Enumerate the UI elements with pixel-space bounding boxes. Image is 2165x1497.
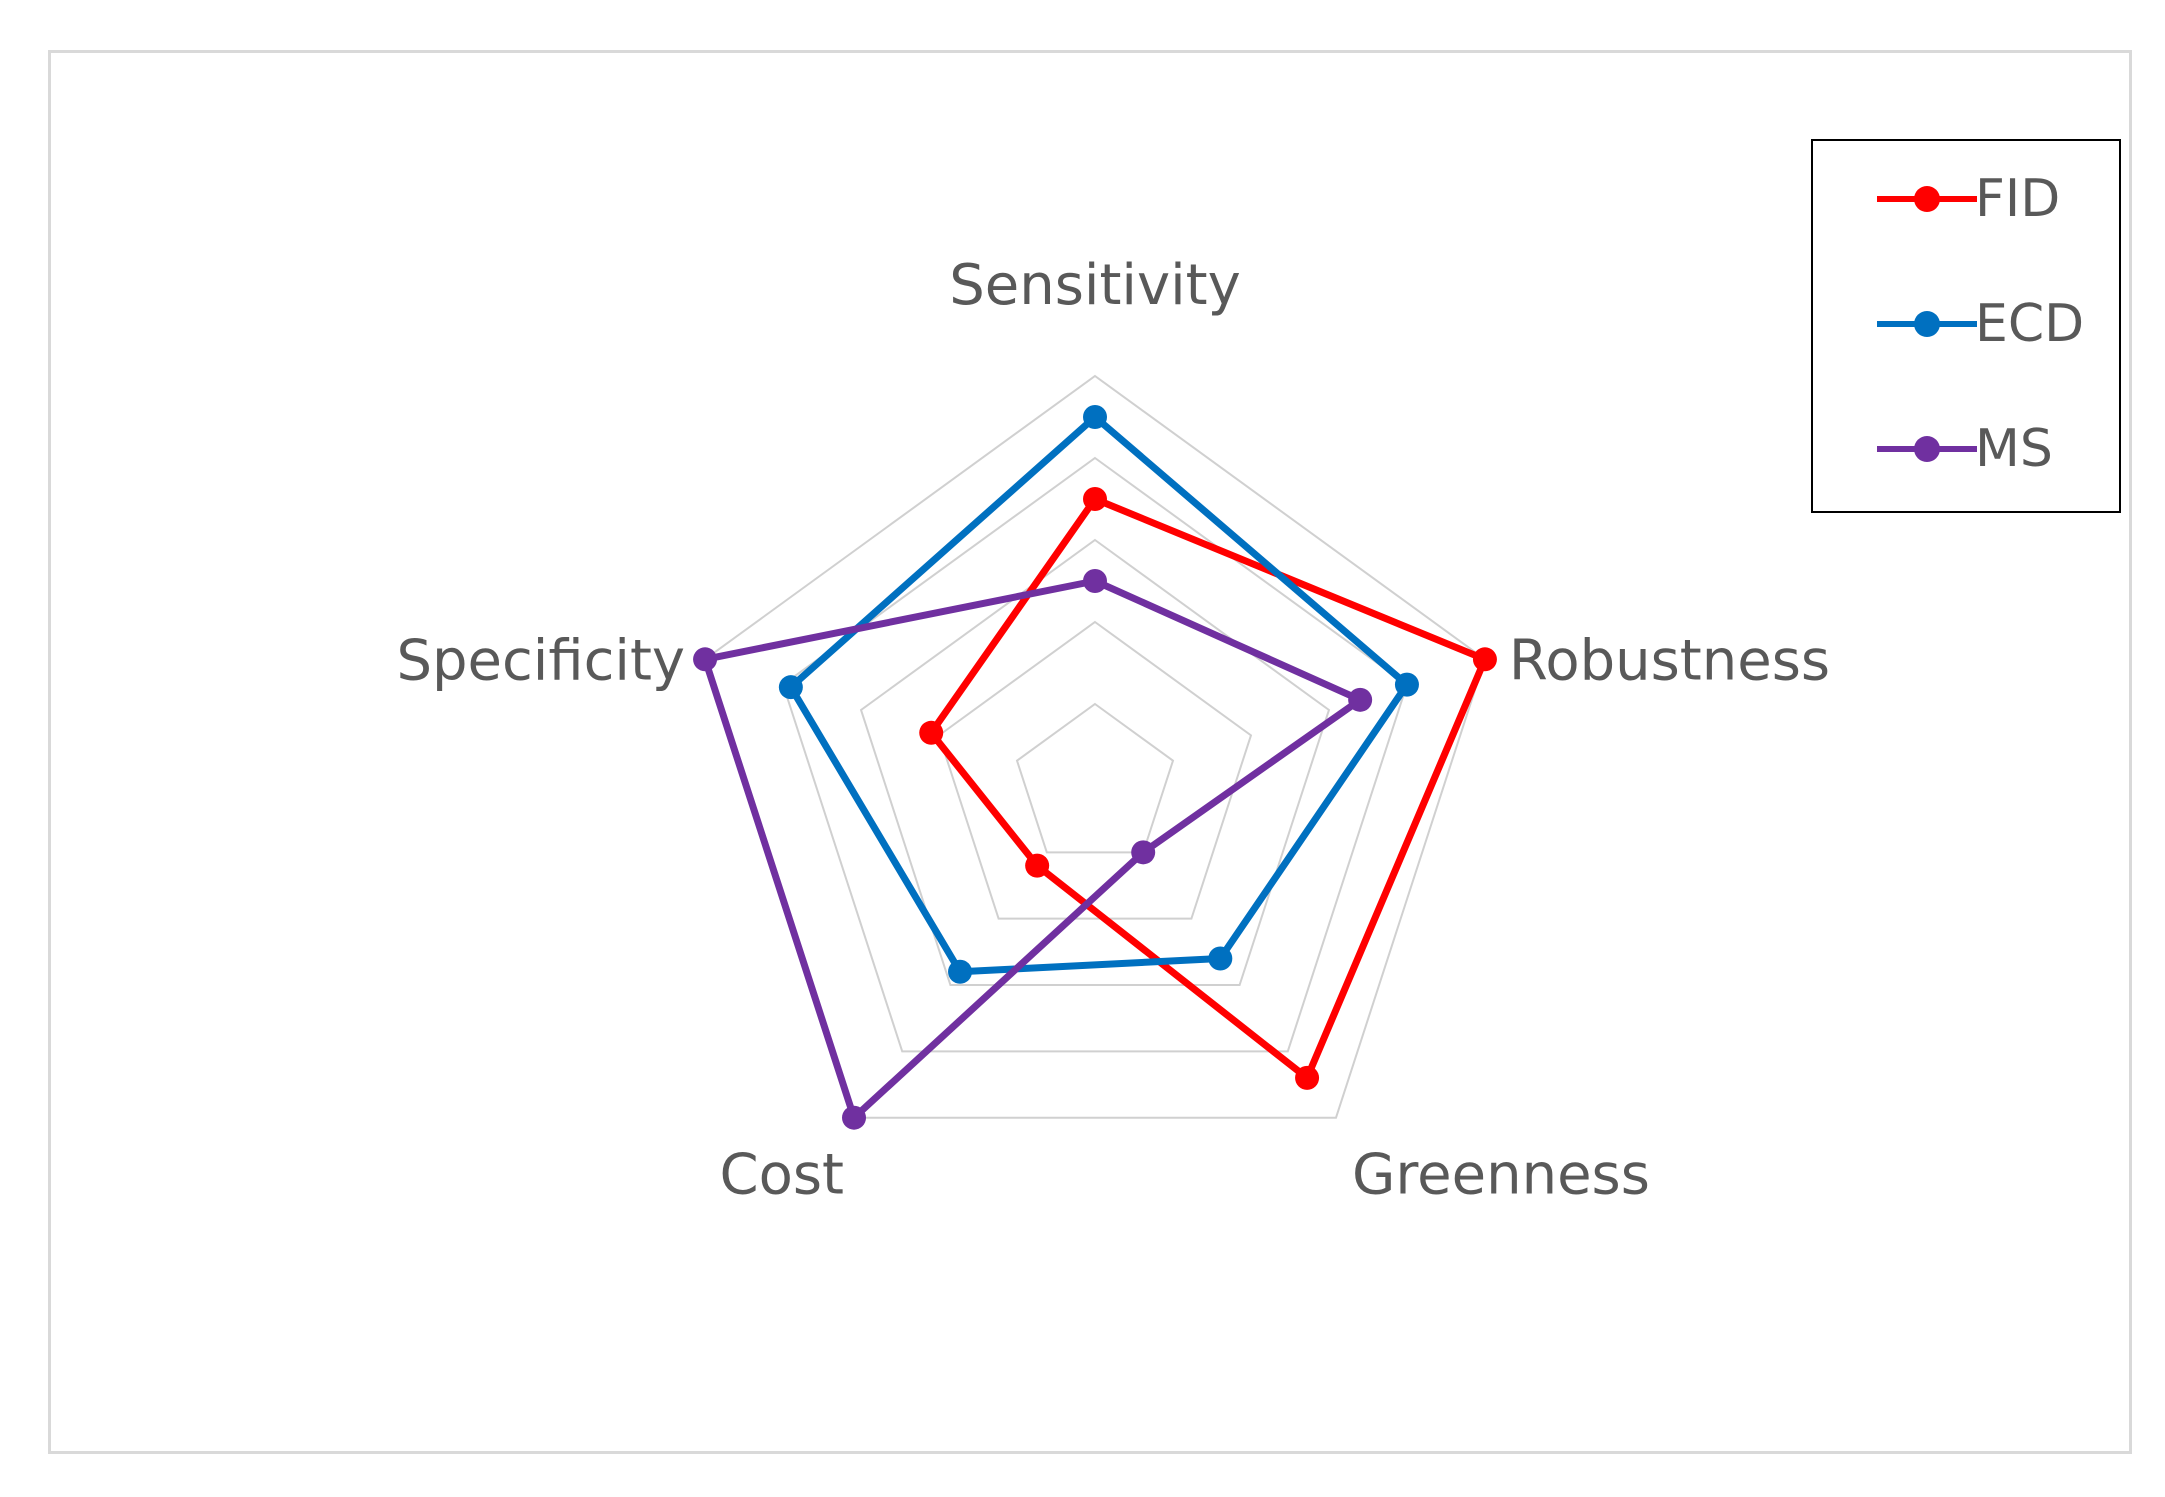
legend-marker-fid xyxy=(1914,186,1940,212)
axis-label-robustness: Robustness xyxy=(1509,628,1830,693)
grid-ring-5 xyxy=(703,374,1487,1119)
series-line-ms xyxy=(701,577,1364,1122)
point-ecd-greenness xyxy=(1208,946,1233,971)
axis-label-sensitivity: Sensitivity xyxy=(949,253,1241,318)
grid-ring-2 xyxy=(937,620,1253,920)
radar-series xyxy=(693,405,1497,1130)
legend-marker-ecd xyxy=(1914,311,1940,337)
grid-ring-1 xyxy=(1015,702,1175,854)
axis-label-cost: Cost xyxy=(720,1143,845,1208)
point-ecd-sensitivity xyxy=(1083,405,1107,429)
legend-label-ecd: ECD xyxy=(1975,294,2085,354)
series-line-ecd xyxy=(787,413,1411,976)
legend-item-ms: MS xyxy=(1813,419,2119,479)
point-fid-specificity xyxy=(919,720,944,745)
series-ms xyxy=(693,569,1373,1130)
grid-ring-3 xyxy=(859,538,1331,987)
series-line-fid xyxy=(927,495,1489,1082)
legend-item-ecd: ECD xyxy=(1813,294,2119,354)
point-fid-cost xyxy=(1025,853,1050,878)
legend-swatch-ecd xyxy=(1877,311,1977,337)
point-ecd-cost xyxy=(948,959,973,984)
point-fid-sensitivity xyxy=(1083,487,1107,511)
axis-label-greenness: Greenness xyxy=(1352,1143,1650,1208)
chart-area: Sensitivity Robustness Greenness Cost Specif… xyxy=(48,50,2132,1454)
axis-label-specificity: Specificity xyxy=(396,628,685,693)
point-fid-robustness xyxy=(1472,647,1497,672)
point-ecd-specificity xyxy=(778,675,803,700)
point-fid-greenness xyxy=(1295,1065,1320,1090)
legend-label-fid: FID xyxy=(1975,169,2061,229)
legend-swatch-ms xyxy=(1877,436,1977,462)
legend: FID ECD MS xyxy=(1811,139,2121,513)
point-ms-cost xyxy=(842,1105,867,1130)
point-ms-sensitivity xyxy=(1083,569,1107,593)
point-ms-robustness xyxy=(1348,687,1373,712)
legend-item-fid: FID xyxy=(1813,169,2119,229)
point-ecd-robustness xyxy=(1394,672,1419,697)
legend-label-ms: MS xyxy=(1975,419,2053,479)
legend-swatch-fid xyxy=(1877,186,1977,212)
point-ms-specificity xyxy=(693,647,718,672)
legend-marker-ms xyxy=(1914,436,1940,462)
series-ecd xyxy=(778,405,1419,984)
radar-chart: Sensitivity Robustness Greenness Cost Specif… xyxy=(396,253,1830,1208)
axis-labels: Sensitivity Robustness Greenness Cost Specif… xyxy=(396,253,1830,1208)
point-ms-greenness xyxy=(1131,840,1156,865)
series-fid xyxy=(919,487,1497,1090)
